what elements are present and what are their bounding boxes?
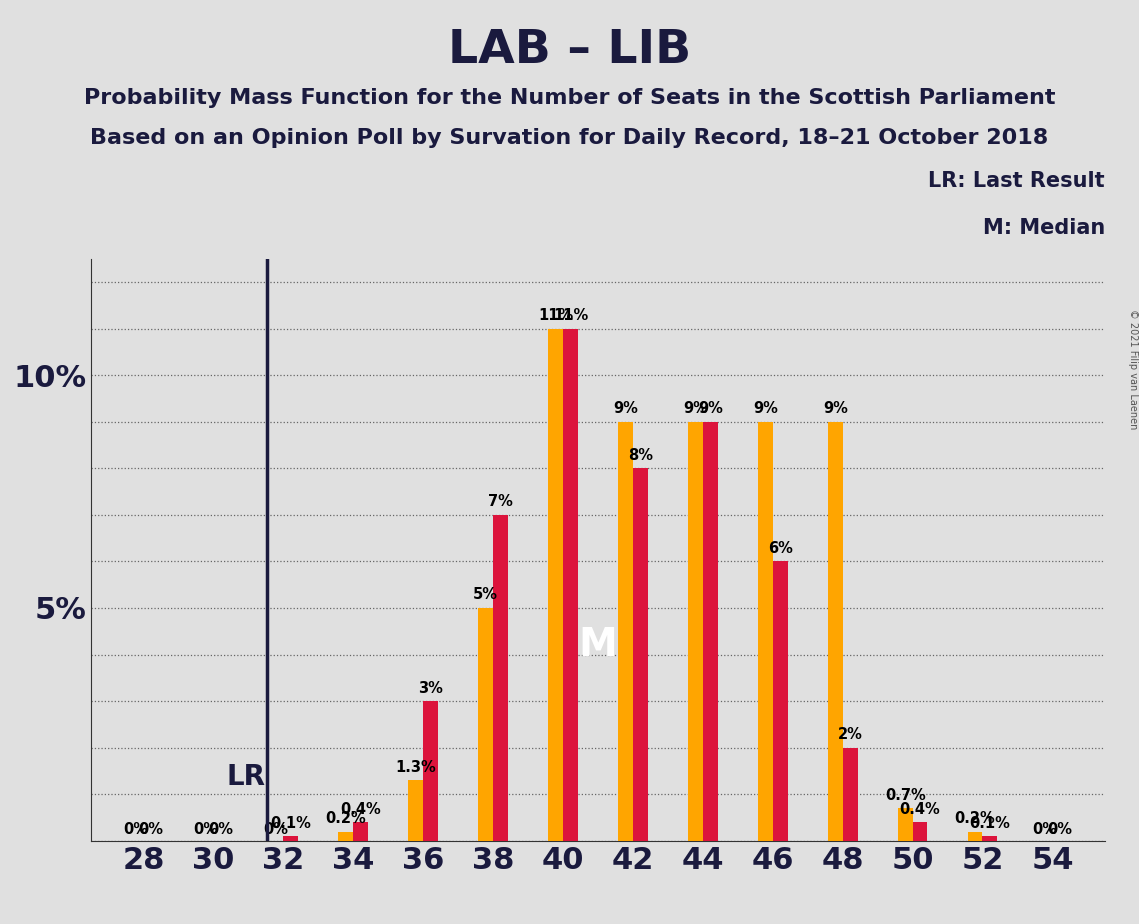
Text: 7%: 7%: [489, 494, 513, 509]
Text: 5%: 5%: [473, 588, 498, 602]
Bar: [828, 421, 843, 841]
Text: 0.4%: 0.4%: [341, 802, 382, 817]
Bar: [548, 329, 563, 841]
Text: Probability Mass Function for the Number of Seats in the Scottish Parliament: Probability Mass Function for the Number…: [84, 88, 1055, 108]
Text: M: M: [579, 626, 617, 664]
Text: 0.2%: 0.2%: [954, 811, 995, 826]
Text: 11%: 11%: [552, 308, 588, 323]
Text: 0.1%: 0.1%: [270, 816, 311, 831]
Text: 0%: 0%: [1032, 822, 1057, 837]
Bar: [409, 780, 424, 841]
Text: 0.2%: 0.2%: [326, 811, 367, 826]
Bar: [618, 421, 633, 841]
Text: 1.3%: 1.3%: [395, 760, 436, 774]
Text: 0%: 0%: [124, 822, 148, 837]
Bar: [633, 468, 648, 841]
Text: LAB – LIB: LAB – LIB: [448, 28, 691, 73]
Text: 0%: 0%: [1048, 822, 1072, 837]
Bar: [912, 822, 927, 841]
Text: 0.7%: 0.7%: [885, 787, 926, 803]
Bar: [968, 832, 983, 841]
Text: 9%: 9%: [822, 401, 847, 416]
Text: LR: LR: [227, 763, 265, 791]
Bar: [424, 701, 439, 841]
Text: 9%: 9%: [613, 401, 638, 416]
Text: M: Median: M: Median: [983, 218, 1105, 238]
Text: 6%: 6%: [768, 541, 793, 556]
Bar: [338, 832, 353, 841]
Bar: [353, 822, 368, 841]
Bar: [563, 329, 577, 841]
Bar: [284, 836, 298, 841]
Bar: [493, 515, 508, 841]
Text: 3%: 3%: [418, 681, 443, 696]
Bar: [688, 421, 703, 841]
Text: LR: Last Result: LR: Last Result: [928, 172, 1105, 191]
Bar: [983, 836, 998, 841]
Text: 11%: 11%: [538, 308, 573, 323]
Text: 0.4%: 0.4%: [900, 802, 941, 817]
Text: 8%: 8%: [628, 448, 653, 463]
Text: 0.1%: 0.1%: [969, 816, 1010, 831]
Text: 0%: 0%: [139, 822, 164, 837]
Text: Based on an Opinion Poll by Survation for Daily Record, 18–21 October 2018: Based on an Opinion Poll by Survation fo…: [90, 128, 1049, 148]
Text: © 2021 Filip van Laenen: © 2021 Filip van Laenen: [1129, 310, 1138, 430]
Text: 9%: 9%: [753, 401, 778, 416]
Text: 9%: 9%: [683, 401, 707, 416]
Bar: [478, 608, 493, 841]
Text: 0%: 0%: [194, 822, 219, 837]
Bar: [703, 421, 718, 841]
Text: 0%: 0%: [263, 822, 288, 837]
Text: 2%: 2%: [837, 727, 862, 742]
Bar: [772, 562, 787, 841]
Bar: [757, 421, 772, 841]
Text: 0%: 0%: [208, 822, 233, 837]
Bar: [898, 808, 912, 841]
Text: 9%: 9%: [698, 401, 723, 416]
Bar: [843, 748, 858, 841]
